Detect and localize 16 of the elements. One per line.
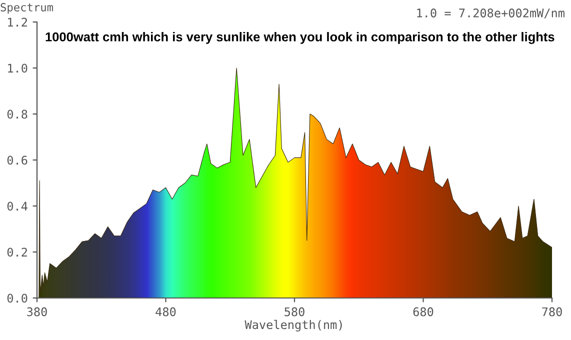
y-tick-label: 0.2 xyxy=(7,248,27,257)
x-tick-label: 680 xyxy=(413,307,434,316)
x-tick-label: 380 xyxy=(27,307,47,316)
x-tick-label: 580 xyxy=(284,307,304,316)
annotation: 1000watt cmh which is very sunlike when you look in comparison to the other lights xyxy=(46,32,554,44)
y-tick-label: 0.4 xyxy=(7,202,28,211)
y-tick-label: 0.8 xyxy=(7,110,28,119)
x-tick-label: 480 xyxy=(156,307,176,316)
x-tick-label: 780 xyxy=(542,307,562,316)
y-tick-label: 0.6 xyxy=(7,156,28,165)
text: 1.0 = 7.208e+002mW/nm xyxy=(417,8,564,18)
y-tick-label: 1.2 xyxy=(8,18,27,27)
y-axis-title: Spectrum xyxy=(0,3,53,14)
y-tick-label: 0.0 xyxy=(7,294,28,303)
x-axis-title: Wavelength(nm) xyxy=(244,320,342,332)
y-tick-label: 1.0 xyxy=(8,64,28,73)
